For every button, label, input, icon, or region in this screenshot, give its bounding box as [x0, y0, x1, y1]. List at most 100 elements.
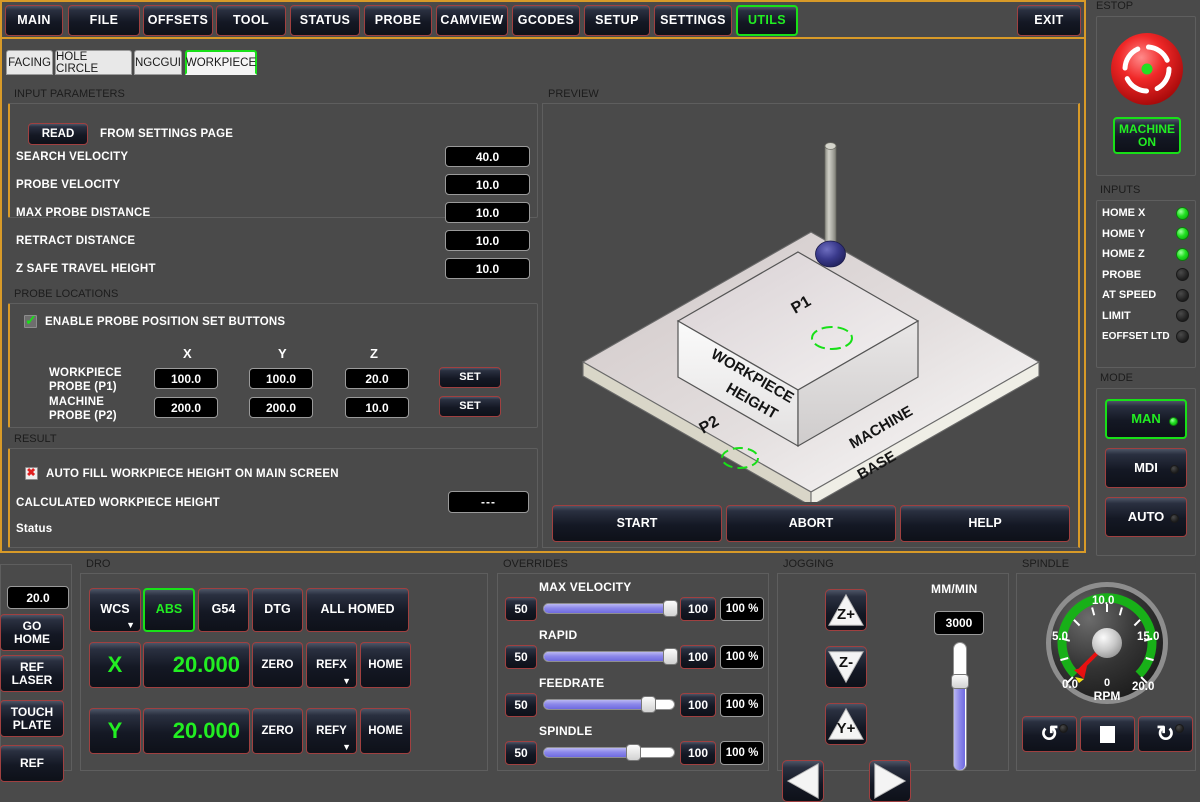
override-rapid-max-button[interactable]: 100	[680, 645, 716, 669]
probe-p1-y-field[interactable]: 100.0	[249, 368, 313, 389]
probe-p2-set-button[interactable]: SET	[439, 396, 501, 417]
left-rail-value-field[interactable]: 20.0	[7, 586, 69, 609]
input-at-speed-label: AT SPEED	[1102, 289, 1157, 302]
start-button[interactable]: START	[552, 505, 722, 542]
touch-plate-line1: TOUCH	[10, 704, 54, 719]
probe-velocity-field[interactable]: 10.0	[445, 174, 530, 195]
dro-axis-y-value[interactable]: 20.000	[143, 708, 250, 754]
jog-rate-slider-knob[interactable]	[951, 674, 969, 689]
jog-rate-slider[interactable]	[951, 642, 969, 771]
dro-axis-x-zero-button[interactable]: ZERO	[252, 642, 303, 688]
dro-axis-y-label[interactable]: Y	[89, 708, 141, 754]
touch-plate-button[interactable]: TOUCH PLATE	[0, 700, 64, 737]
enable-probe-set-checkbox[interactable]	[24, 312, 37, 329]
override-spindle-max-button[interactable]: 100	[680, 741, 716, 765]
dro-all-homed-button[interactable]: ALL HOMED	[306, 588, 409, 632]
tab-settings[interactable]: SETTINGS	[654, 5, 732, 36]
override-rapid-percent: 100 %	[720, 645, 764, 669]
dro-dtg-button[interactable]: DTG	[252, 588, 303, 632]
tab-probe[interactable]: PROBE	[364, 5, 432, 36]
override-max-velocity-min-button[interactable]: 50	[505, 597, 537, 621]
dro-wcs-button[interactable]: WCS ▼	[89, 588, 141, 632]
dro-axis-y-home-button[interactable]: HOME	[360, 708, 411, 754]
override-rapid-min-button[interactable]: 50	[505, 645, 537, 669]
override-max-velocity-slider[interactable]	[543, 600, 678, 617]
tab-status[interactable]: STATUS	[290, 5, 360, 36]
tab-offsets[interactable]: OFFSETS	[143, 5, 213, 36]
ref-laser-button[interactable]: REF LASER	[0, 655, 64, 692]
override-max-velocity-max-button[interactable]: 100	[680, 597, 716, 621]
probe-p2-y-field[interactable]: 200.0	[249, 397, 313, 418]
go-home-button[interactable]: GO HOME	[0, 614, 64, 651]
search-velocity-label: SEARCH VELOCITY	[16, 151, 129, 163]
probe-p2-label-line1: MACHINE	[49, 396, 105, 408]
dro-axis-x-home-button[interactable]: HOME	[360, 642, 411, 688]
probe-p1-z-field[interactable]: 20.0	[345, 368, 409, 389]
override-rapid-knob[interactable]	[663, 648, 678, 665]
override-spindle-slider[interactable]	[543, 744, 675, 761]
dro-abs-button[interactable]: ABS	[143, 588, 195, 632]
spindle-cw-button[interactable]: ↻	[1138, 716, 1193, 752]
override-feedrate-max-button[interactable]: 100	[680, 693, 716, 717]
mode-mdi-button[interactable]: MDI	[1105, 448, 1187, 488]
override-spindle-knob[interactable]	[626, 744, 641, 761]
probe-p2-x-field[interactable]: 200.0	[154, 397, 218, 418]
retract-distance-field[interactable]: 10.0	[445, 230, 530, 251]
exit-button[interactable]: EXIT	[1017, 5, 1081, 36]
jog-z-minus-button[interactable]: Z-	[825, 646, 867, 688]
input-eoffset-ltd: EOFFSET LTD	[1097, 326, 1195, 347]
z-safe-travel-field[interactable]: 10.0	[445, 258, 530, 279]
dro-g54-button[interactable]: G54	[198, 588, 249, 632]
tab-main[interactable]: MAIN	[5, 5, 63, 36]
autofill-row[interactable]: AUTO FILL WORKPIECE HEIGHT ON MAIN SCREE…	[25, 467, 339, 480]
spindle-stop-button[interactable]	[1080, 716, 1135, 752]
subtab-facing[interactable]: FACING	[6, 50, 53, 75]
abort-button[interactable]: ABORT	[726, 505, 896, 542]
dro-axis-x-value[interactable]: 20.000	[143, 642, 250, 688]
jog-unit-label: MM/MIN	[931, 582, 978, 596]
probe-p1-set-button[interactable]: SET	[439, 367, 501, 388]
jog-rate-field[interactable]: 3000	[934, 611, 984, 635]
autofill-checkbox[interactable]	[25, 467, 38, 480]
search-velocity-field[interactable]: 40.0	[445, 146, 530, 167]
tab-tool[interactable]: TOOL	[216, 5, 286, 36]
override-max-velocity-knob[interactable]	[663, 600, 678, 617]
machine-on-button[interactable]: MACHINE ON	[1113, 117, 1181, 154]
jog-x-plus-button[interactable]	[869, 760, 911, 802]
tab-gcodes[interactable]: GCODES	[512, 5, 580, 36]
subtab-hole-circle[interactable]: HOLE CIRCLE	[55, 50, 132, 75]
subtab-workpiece[interactable]: WORKPIECE	[185, 50, 257, 75]
tab-utils[interactable]: UTILS	[736, 5, 798, 36]
jog-y-plus-button[interactable]: Y+	[825, 703, 867, 745]
override-feedrate-knob[interactable]	[641, 696, 656, 713]
read-button[interactable]: READ	[28, 123, 88, 145]
override-feedrate-min-button[interactable]: 50	[505, 693, 537, 717]
probe-p1-x-field[interactable]: 100.0	[154, 368, 218, 389]
tab-camview[interactable]: CAMVIEW	[436, 5, 508, 36]
dro-axis-x-label[interactable]: X	[89, 642, 141, 688]
mode-man-button[interactable]: MAN	[1105, 399, 1187, 439]
dro-axis-y-zero-button[interactable]: ZERO	[252, 708, 303, 754]
dro-axis-y-ref-button[interactable]: REFY ▼	[306, 708, 357, 754]
override-feedrate-slider[interactable]	[543, 696, 675, 713]
probe-p2-z-field[interactable]: 10.0	[345, 397, 409, 418]
dro-axis-x-ref-button[interactable]: REFX ▼	[306, 642, 357, 688]
enable-probe-set-row[interactable]: ENABLE PROBE POSITION SET BUTTONS	[24, 312, 285, 329]
rotate-cw-icon: ↻	[1156, 721, 1175, 746]
max-probe-distance-field[interactable]: 10.0	[445, 202, 530, 223]
mode-auto-button[interactable]: AUTO	[1105, 497, 1187, 537]
help-button[interactable]: HELP	[900, 505, 1070, 542]
jog-x-minus-button[interactable]	[782, 760, 824, 802]
subtab-ngcgui[interactable]: NGCGUI	[134, 50, 182, 75]
spindle-ccw-button[interactable]: ↺	[1022, 716, 1077, 752]
tab-setup[interactable]: SETUP	[584, 5, 650, 36]
override-spindle-min-button[interactable]: 50	[505, 741, 537, 765]
tab-file[interactable]: FILE	[68, 5, 140, 36]
estop-icon[interactable]	[1109, 31, 1185, 107]
preview-caption: PREVIEW	[548, 88, 599, 100]
override-rapid-slider[interactable]	[543, 648, 678, 665]
ref-button[interactable]: REF	[0, 745, 64, 782]
spindle-gauge: 0.0 5.0 10.0 15.0 20.0 0 RPM	[1044, 580, 1170, 706]
z-safe-travel-label: Z SAFE TRAVEL HEIGHT	[16, 263, 156, 275]
jog-z-plus-button[interactable]: Z+	[825, 589, 867, 631]
